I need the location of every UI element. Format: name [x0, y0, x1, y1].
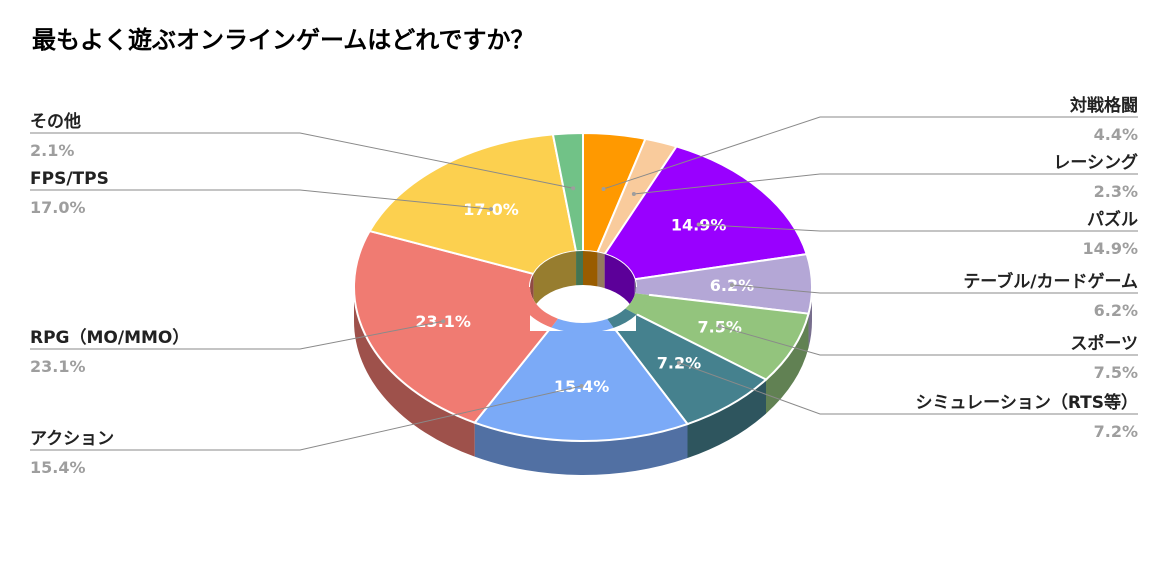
leader-line-3 [731, 284, 1138, 294]
callout-labels: 対戦格闘 4.4% レーシング 2.3% パズル 14.9% テーブル/カードゲーム 6.2%… [30, 95, 1138, 477]
leader-dot-1 [631, 191, 636, 196]
leader-line-5 [678, 362, 1138, 415]
leader-line-0 [603, 116, 1138, 190]
legend-value-3: 6.2% [1094, 301, 1138, 320]
legend-value-4: 7.5% [1094, 363, 1138, 382]
leader-line-8 [30, 189, 492, 210]
leader-line-6 [30, 385, 582, 451]
pie-inner-wall-1-0 [597, 252, 605, 289]
legend-name-6: アクション [30, 429, 114, 449]
pie-slice-rim-4 [625, 293, 649, 315]
leader-line-2 [698, 224, 1138, 232]
pie-hole [516, 251, 650, 333]
legend-name-5: シミュレーション（RTS等） [916, 392, 1139, 413]
leader-line-1 [633, 173, 1138, 195]
pie-slice-8 [368, 133, 578, 276]
pie-inner-wall-8-1 [533, 251, 577, 308]
pie-slice-rim-5 [607, 308, 637, 328]
legend-name-4: スポーツ [1070, 333, 1138, 354]
leader-dot-9 [571, 186, 576, 191]
legend-value-2: 14.9% [1082, 239, 1138, 258]
legend-value-7: 23.1% [30, 357, 86, 376]
pie-side-5 [687, 379, 767, 459]
legend-name-3: テーブル/カードゲーム [963, 271, 1138, 292]
pie-slice-rim-6 [551, 318, 614, 333]
leader-dot-6 [579, 383, 584, 388]
legend-name-7: RPG（MO/MMO） [30, 327, 189, 348]
leader-line-9 [30, 132, 574, 189]
legend-name-0: 対戦格闘 [1069, 95, 1138, 116]
legend-value-9: 2.1% [30, 141, 74, 160]
pie-inner-wall-9-1 [576, 251, 583, 286]
leader-line-7 [30, 320, 444, 350]
leader-dot-2 [696, 222, 701, 227]
leader-dot-0 [601, 186, 606, 191]
leader-line-4 [719, 325, 1138, 356]
pie-side-4 [766, 313, 809, 414]
legend-name-1: レーシング [1053, 152, 1138, 173]
legend-value-0: 4.4% [1094, 125, 1138, 144]
legend-value-8: 17.0% [30, 198, 86, 217]
leader-dot-7 [441, 319, 446, 324]
pie-side-7 [354, 287, 475, 457]
pie-side-walls [354, 287, 812, 476]
legend-name-2: パズル [1087, 209, 1138, 230]
leader-dot-8 [489, 207, 494, 212]
pie-side-6 [474, 422, 688, 476]
legend-name-9: その他 [30, 111, 81, 132]
legend-value-5: 7.2% [1094, 422, 1138, 441]
pie-inner-wall-2-0 [604, 254, 635, 314]
chart-title: 最もよく遊ぶオンラインゲームはどれですか？ [32, 26, 535, 54]
legend-value-1: 2.3% [1094, 182, 1138, 201]
leader-dot-5 [676, 360, 681, 365]
legend-value-6: 15.4% [30, 458, 86, 477]
leader-dot-4 [717, 324, 722, 329]
pie-slice-rim-3 [635, 287, 650, 295]
pie-inner-wall-0-0 [583, 251, 598, 287]
leader-dot-3 [729, 282, 734, 287]
legend-name-8: FPS/TPS [30, 169, 109, 189]
pie-slice-rim-7 [516, 287, 558, 328]
pie-top [353, 131, 813, 442]
